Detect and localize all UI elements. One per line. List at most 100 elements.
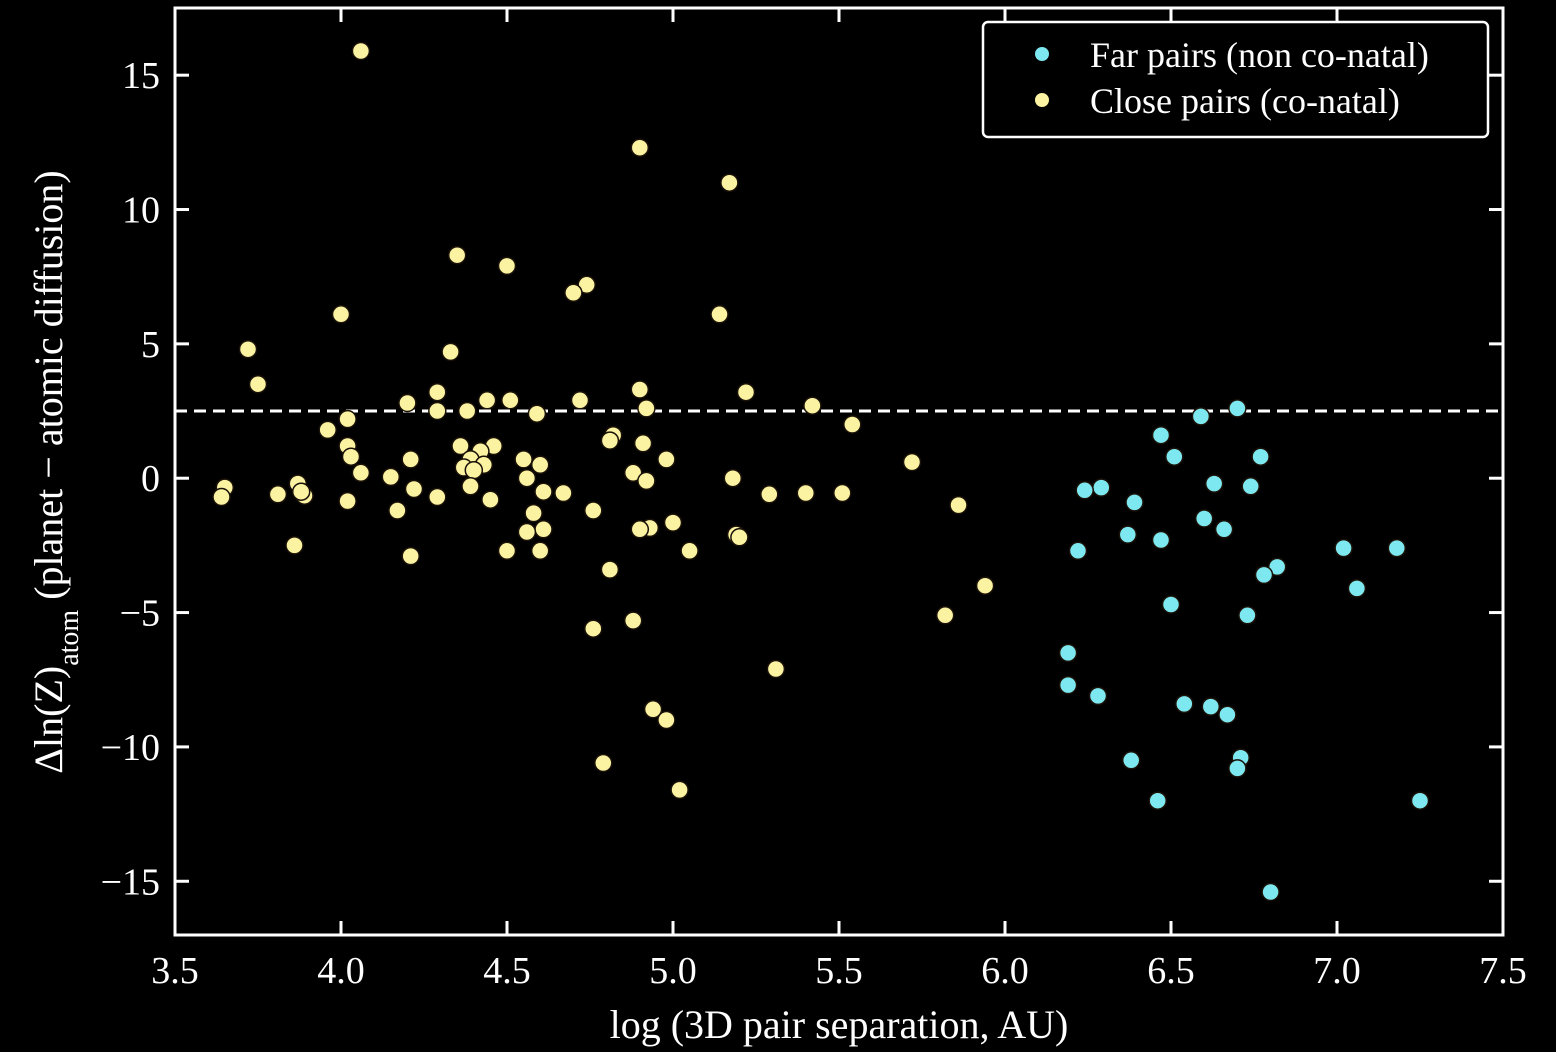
close-pair-point-5 (577, 275, 596, 295)
close-pair-point-80 (680, 541, 699, 561)
close-pair-point-21 (428, 401, 447, 421)
close-pair-point-86 (584, 619, 603, 638)
far-pair-point-30 (1228, 759, 1247, 778)
close-pair-point-59 (796, 483, 816, 503)
close-pair-point-64 (338, 491, 357, 511)
close-pair-point-20 (637, 399, 656, 418)
close-pair-point-41 (530, 455, 550, 475)
close-pair-point-2 (720, 173, 739, 192)
close-pair-point-44 (351, 463, 371, 483)
axis-ticks (173, 8, 1505, 935)
far-pair-point-32 (1410, 791, 1430, 810)
far-pair-point-5 (1204, 474, 1224, 493)
close-pair-point-73 (630, 520, 650, 539)
close-pair-point-37 (514, 450, 533, 469)
close-pair-point-79 (530, 541, 550, 561)
plot-frame (173, 6, 1505, 937)
close-pair-point-19 (803, 396, 822, 415)
y-tick-label: 0 (141, 458, 160, 500)
close-pair-point-46 (381, 467, 401, 487)
close-pair-point-88 (643, 700, 663, 719)
close-pair-point-47 (517, 468, 537, 488)
far-pair-point-33 (1261, 882, 1280, 902)
close-pair-point-15 (477, 391, 497, 410)
far-pair-point-16 (1387, 538, 1407, 558)
y-tick-label: 10 (122, 190, 160, 232)
far-pair-point-3 (1165, 447, 1184, 466)
y-tick-label: −15 (101, 861, 160, 903)
close-pair-point-7 (331, 305, 351, 324)
legend: Far pairs (non co-natal) Close pairs (co… (981, 20, 1490, 139)
close-pair-point-66 (949, 495, 968, 515)
far-pair-point-4 (1251, 447, 1270, 466)
close-pair-point-11 (248, 374, 268, 394)
close-pair-point-55 (554, 483, 573, 503)
close-pair-point-18 (398, 393, 417, 413)
y-axis-label-suffix: (planet − atomic diffusion) (26, 170, 71, 610)
far-pair-point-20 (1161, 595, 1181, 614)
close-pair-point-74 (517, 522, 537, 542)
x-tick-label: 4.5 (483, 950, 531, 992)
far-pair-point-8 (1075, 481, 1094, 500)
y-tick-labels: −15 −10 −5 0 5 10 15 (101, 55, 160, 903)
close-pair-point-9 (238, 339, 258, 359)
close-pair-point-67 (388, 501, 407, 520)
close-pair-point-13 (428, 382, 447, 402)
close-pair-point-22 (457, 401, 477, 421)
close-pair-point-72 (534, 520, 553, 539)
legend-marker-far (1034, 46, 1050, 62)
close-pair-point-76 (730, 528, 749, 547)
legend-label-close: Close pairs (co-natal) (1090, 81, 1400, 121)
x-axis-label: log (3D pair separation, AU) (610, 1002, 1069, 1047)
close-pair-point-89 (657, 710, 676, 730)
close-pair-point-3 (447, 245, 467, 265)
far-pair-point-21 (1238, 606, 1257, 625)
close-pair-point-39 (902, 452, 922, 472)
close-pair-point-8 (710, 305, 729, 324)
close-pair-point-30 (451, 436, 470, 456)
x-tick-label: 5.5 (815, 950, 863, 992)
far-pair-point-25 (1175, 694, 1194, 714)
far-pair-point-17 (1267, 557, 1287, 577)
close-pair-point-26 (318, 420, 337, 440)
close-pair-point-49 (637, 471, 656, 491)
x-tick-label: 7.0 (1313, 950, 1361, 992)
close-pair-point-68 (584, 501, 603, 520)
close-pair-point-12 (630, 380, 650, 399)
far-pair-point-28 (1121, 751, 1141, 770)
close-pair-point-58 (760, 485, 779, 504)
close-pair-point-63 (428, 487, 447, 507)
far-pair-point-23 (1058, 675, 1078, 695)
close-pair-point-25 (843, 415, 862, 434)
far-pair-point-2 (1151, 425, 1171, 445)
x-tick-label: 3.5 (151, 950, 199, 992)
close-pair-point-45 (623, 463, 643, 483)
close-pair-point-34 (341, 447, 361, 466)
close-pair-point-54 (534, 482, 553, 501)
close-pair-point-24 (338, 409, 357, 429)
close-pair-point-91 (670, 780, 689, 800)
close-pair-point-87 (766, 659, 786, 679)
far-pair-point-10 (1194, 509, 1214, 528)
close-pair-point-81 (401, 546, 420, 566)
far-pair-point-9 (1125, 493, 1144, 512)
close-pair-point-4 (497, 256, 517, 276)
close-pair-point-6 (564, 283, 583, 303)
close-pair-point-23 (527, 404, 547, 423)
x-tick-label: 5.0 (649, 950, 697, 992)
series-close-pairs (212, 41, 995, 800)
close-pair-point-69 (524, 503, 543, 523)
legend-marker-close (1034, 92, 1050, 108)
legend-label-far: Far pairs (non co-natal) (1090, 35, 1429, 75)
far-pair-point-14 (1068, 541, 1088, 561)
far-pair-point-7 (1092, 478, 1111, 497)
close-pair-point-53 (404, 479, 424, 499)
far-pair-point-24 (1088, 686, 1108, 706)
y-tick-label: 15 (122, 55, 160, 97)
close-pair-point-0 (351, 41, 371, 61)
close-pair-point-82 (600, 560, 620, 579)
y-tick-label: 5 (141, 324, 160, 366)
close-pair-point-17 (570, 391, 590, 410)
far-pair-point-26 (1201, 697, 1221, 716)
